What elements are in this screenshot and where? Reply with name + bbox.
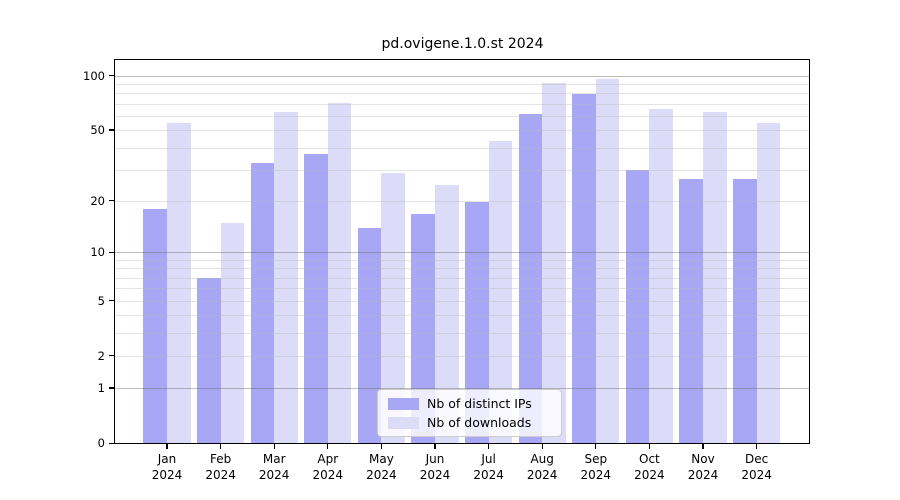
bar-downloads xyxy=(542,82,566,444)
bar-downloads xyxy=(167,123,191,444)
y-tick-label: 10 xyxy=(90,245,105,260)
x-tick-label: Jan 2024 xyxy=(151,452,183,482)
y-tick-label: 1 xyxy=(97,381,105,396)
x-tick-mark xyxy=(380,444,383,449)
bar-downloads xyxy=(220,223,245,444)
bar-downloads xyxy=(327,103,352,444)
y-tick-mark xyxy=(109,200,115,202)
x-tick-mark xyxy=(755,444,758,449)
x-tick-mark xyxy=(541,444,543,449)
bar-distinct-ips xyxy=(411,213,435,444)
bar-downloads xyxy=(649,109,674,444)
y-tick-label: 50 xyxy=(90,123,105,138)
x-tick-mark xyxy=(487,444,490,449)
bar-distinct-ips xyxy=(679,178,703,444)
bar-downloads xyxy=(703,111,727,444)
bar-distinct-ips xyxy=(304,154,328,444)
legend-label-distinct-ips: Nb of distinct IPs xyxy=(427,396,532,411)
y-tick-mark xyxy=(109,75,115,77)
y-tick-label: 2 xyxy=(97,348,105,363)
bar-downloads xyxy=(381,173,406,444)
bar-downloads xyxy=(274,111,298,444)
legend-label-downloads: Nb of downloads xyxy=(427,415,532,430)
bar-distinct-ips xyxy=(625,170,650,444)
bar-distinct-ips xyxy=(196,278,221,444)
legend-swatch-distinct-ips xyxy=(388,397,419,410)
x-tick-label: Oct 2024 xyxy=(634,452,665,482)
plot-area xyxy=(115,60,810,444)
y-tick-mark xyxy=(109,355,115,357)
y-tick-mark xyxy=(109,442,115,444)
x-tick-mark xyxy=(434,444,436,449)
bar-distinct-ips xyxy=(572,93,596,444)
x-tick-mark xyxy=(273,444,275,449)
x-tick-label: Aug 2024 xyxy=(526,452,558,482)
legend-swatch-downloads xyxy=(388,416,419,429)
bar-downloads xyxy=(756,123,781,444)
x-tick-label: Sep 2024 xyxy=(580,452,612,482)
bar-distinct-ips xyxy=(357,228,382,444)
y-tick-mark xyxy=(109,251,115,253)
chart-title: pd.ovigene.1.0.st 2024 xyxy=(381,36,544,52)
bar-distinct-ips xyxy=(250,163,275,444)
x-tick-label: Jul 2024 xyxy=(473,452,504,482)
bar-distinct-ips xyxy=(464,201,489,444)
bar-downloads xyxy=(488,140,513,444)
x-tick-mark xyxy=(702,444,704,449)
y-tick-label: 100 xyxy=(83,68,105,83)
bar-distinct-ips xyxy=(732,178,757,444)
y-tick-label: 5 xyxy=(97,293,105,308)
x-tick-label: Jun 2024 xyxy=(419,452,451,482)
x-tick-mark xyxy=(595,444,597,449)
bars-layer xyxy=(115,60,810,444)
x-tick-mark xyxy=(219,444,222,449)
y-tick-label: 20 xyxy=(90,193,105,208)
y-tick-label: 0 xyxy=(97,436,105,451)
legend-entry-distinct-ips: Nb of distinct IPs xyxy=(378,396,561,411)
y-tick-mark xyxy=(109,299,115,302)
x-tick-mark xyxy=(327,444,329,449)
x-tick-label: May 2024 xyxy=(366,452,397,482)
x-tick-mark xyxy=(648,444,651,449)
bar-downloads xyxy=(435,184,459,444)
x-tick-label: Mar 2024 xyxy=(258,452,290,482)
y-tick-mark xyxy=(109,387,115,389)
y-tick-mark xyxy=(109,129,115,131)
bar-distinct-ips xyxy=(518,114,543,444)
legend: Nb of distinct IPs Nb of downloads xyxy=(377,389,562,437)
x-tick-label: Nov 2024 xyxy=(687,452,719,482)
bar-downloads xyxy=(595,78,620,444)
bar-distinct-ips xyxy=(143,209,167,444)
x-tick-label: Dec 2024 xyxy=(741,452,772,482)
x-tick-mark xyxy=(166,444,168,449)
x-tick-label: Feb 2024 xyxy=(205,452,236,482)
x-tick-label: Apr 2024 xyxy=(312,452,344,482)
legend-entry-downloads: Nb of downloads xyxy=(378,415,561,430)
